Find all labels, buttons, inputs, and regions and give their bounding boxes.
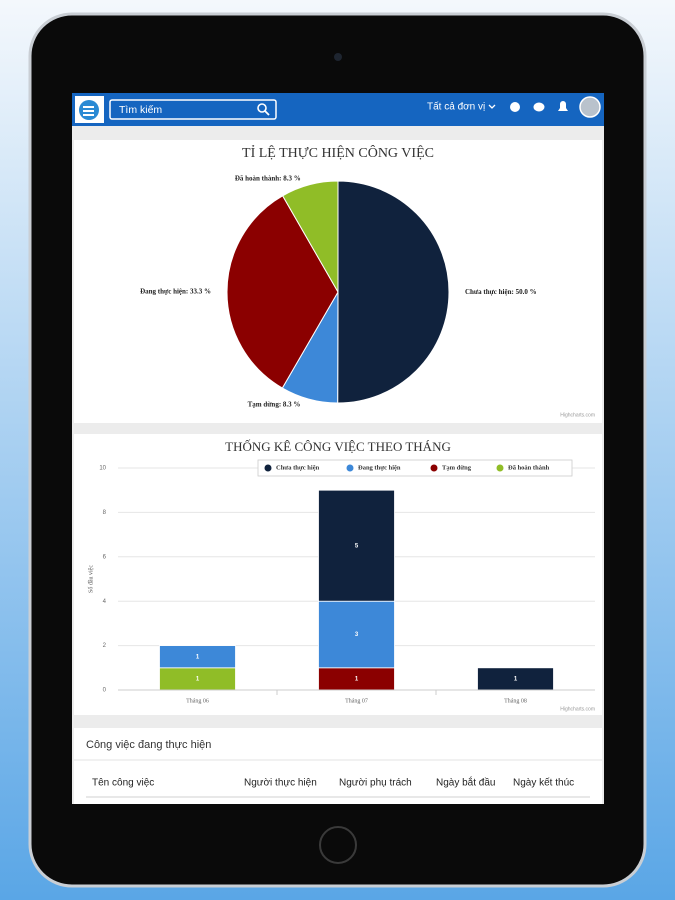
chat-icon[interactable]	[533, 102, 545, 112]
table-panel	[74, 728, 602, 804]
search-icon-handle	[264, 110, 270, 116]
data-label: 1	[196, 676, 200, 682]
y-tick-label: 0	[103, 688, 107, 694]
y-tick-label: 10	[99, 466, 106, 472]
bar-segment	[318, 489, 395, 602]
table-column-header: Người thực hiện	[244, 778, 317, 789]
logo-line	[83, 110, 94, 112]
bar-segment	[318, 600, 395, 669]
pie-label: Đang thực hiện: 33.3 %	[140, 287, 211, 295]
pie-slice	[337, 180, 450, 404]
legend-label: Đã hoàn thành	[508, 464, 550, 471]
legend-label: Tạm dừng	[442, 464, 472, 471]
credit: Highcharts.com	[560, 412, 595, 418]
credit: Highcharts.com	[560, 706, 595, 712]
table-title: Công việc đang thực hiện	[86, 739, 211, 751]
legend-swatch	[264, 464, 272, 472]
pie-slice	[281, 180, 339, 294]
avatar[interactable]	[579, 96, 601, 118]
group-icon[interactable]	[510, 102, 520, 112]
logo-line	[83, 114, 94, 116]
data-label: 1	[514, 676, 518, 682]
pie-label: Đã hoàn thành: 8.3 %	[235, 175, 301, 183]
x-tick-label: Tháng 06	[186, 698, 209, 704]
legend-box	[257, 459, 573, 477]
search-icon[interactable]	[257, 103, 267, 113]
data-label: 1	[196, 654, 200, 660]
y-axis-label: Số đầu việc	[87, 565, 94, 593]
unit-filter[interactable]: Tất cả đơn vị	[427, 101, 485, 113]
logo-line	[83, 106, 94, 108]
y-tick-label: 6	[103, 554, 107, 560]
bell-icon[interactable]	[558, 101, 568, 111]
legend-label: Đang thực hiện	[358, 464, 401, 471]
legend-label: Chưa thực hiện	[276, 464, 320, 471]
y-tick-label: 2	[103, 643, 107, 649]
y-tick-label: 8	[103, 510, 107, 516]
y-tick-label: 4	[103, 599, 107, 605]
table-column-header: Ngày kết thúc	[513, 777, 574, 789]
dropdown-chevron	[488, 104, 496, 109]
search-box[interactable]	[109, 99, 277, 120]
legend-swatch	[430, 464, 438, 472]
table-column-header: Ngày bắt đầu	[436, 776, 496, 789]
data-label: 5	[355, 543, 359, 549]
legend-swatch	[496, 464, 504, 472]
data-label: 3	[355, 632, 359, 638]
home-button[interactable]	[319, 826, 357, 864]
x-tick-label: Tháng 07	[345, 698, 368, 704]
table-column-header: Người phụ trách	[339, 778, 412, 789]
x-tick-label: Tháng 08	[504, 698, 527, 704]
search-placeholder: Tìm kiếm	[119, 104, 162, 116]
chart-title: THỐNG KÊ CÔNG VIỆC THEO THÁNG	[225, 439, 451, 454]
camera	[334, 53, 342, 61]
bar-segment	[159, 645, 236, 669]
table-column-header: Tên công việc	[92, 778, 154, 789]
pie-label: Chưa thực hiện: 50.0 %	[465, 288, 537, 296]
pie-label: Tạm dừng: 8.3 %	[248, 401, 301, 409]
chart-title: TỈ LỆ THỰC HIỆN CÔNG VIỆC	[242, 144, 434, 161]
data-label: 1	[355, 676, 359, 682]
legend-swatch	[346, 464, 354, 472]
